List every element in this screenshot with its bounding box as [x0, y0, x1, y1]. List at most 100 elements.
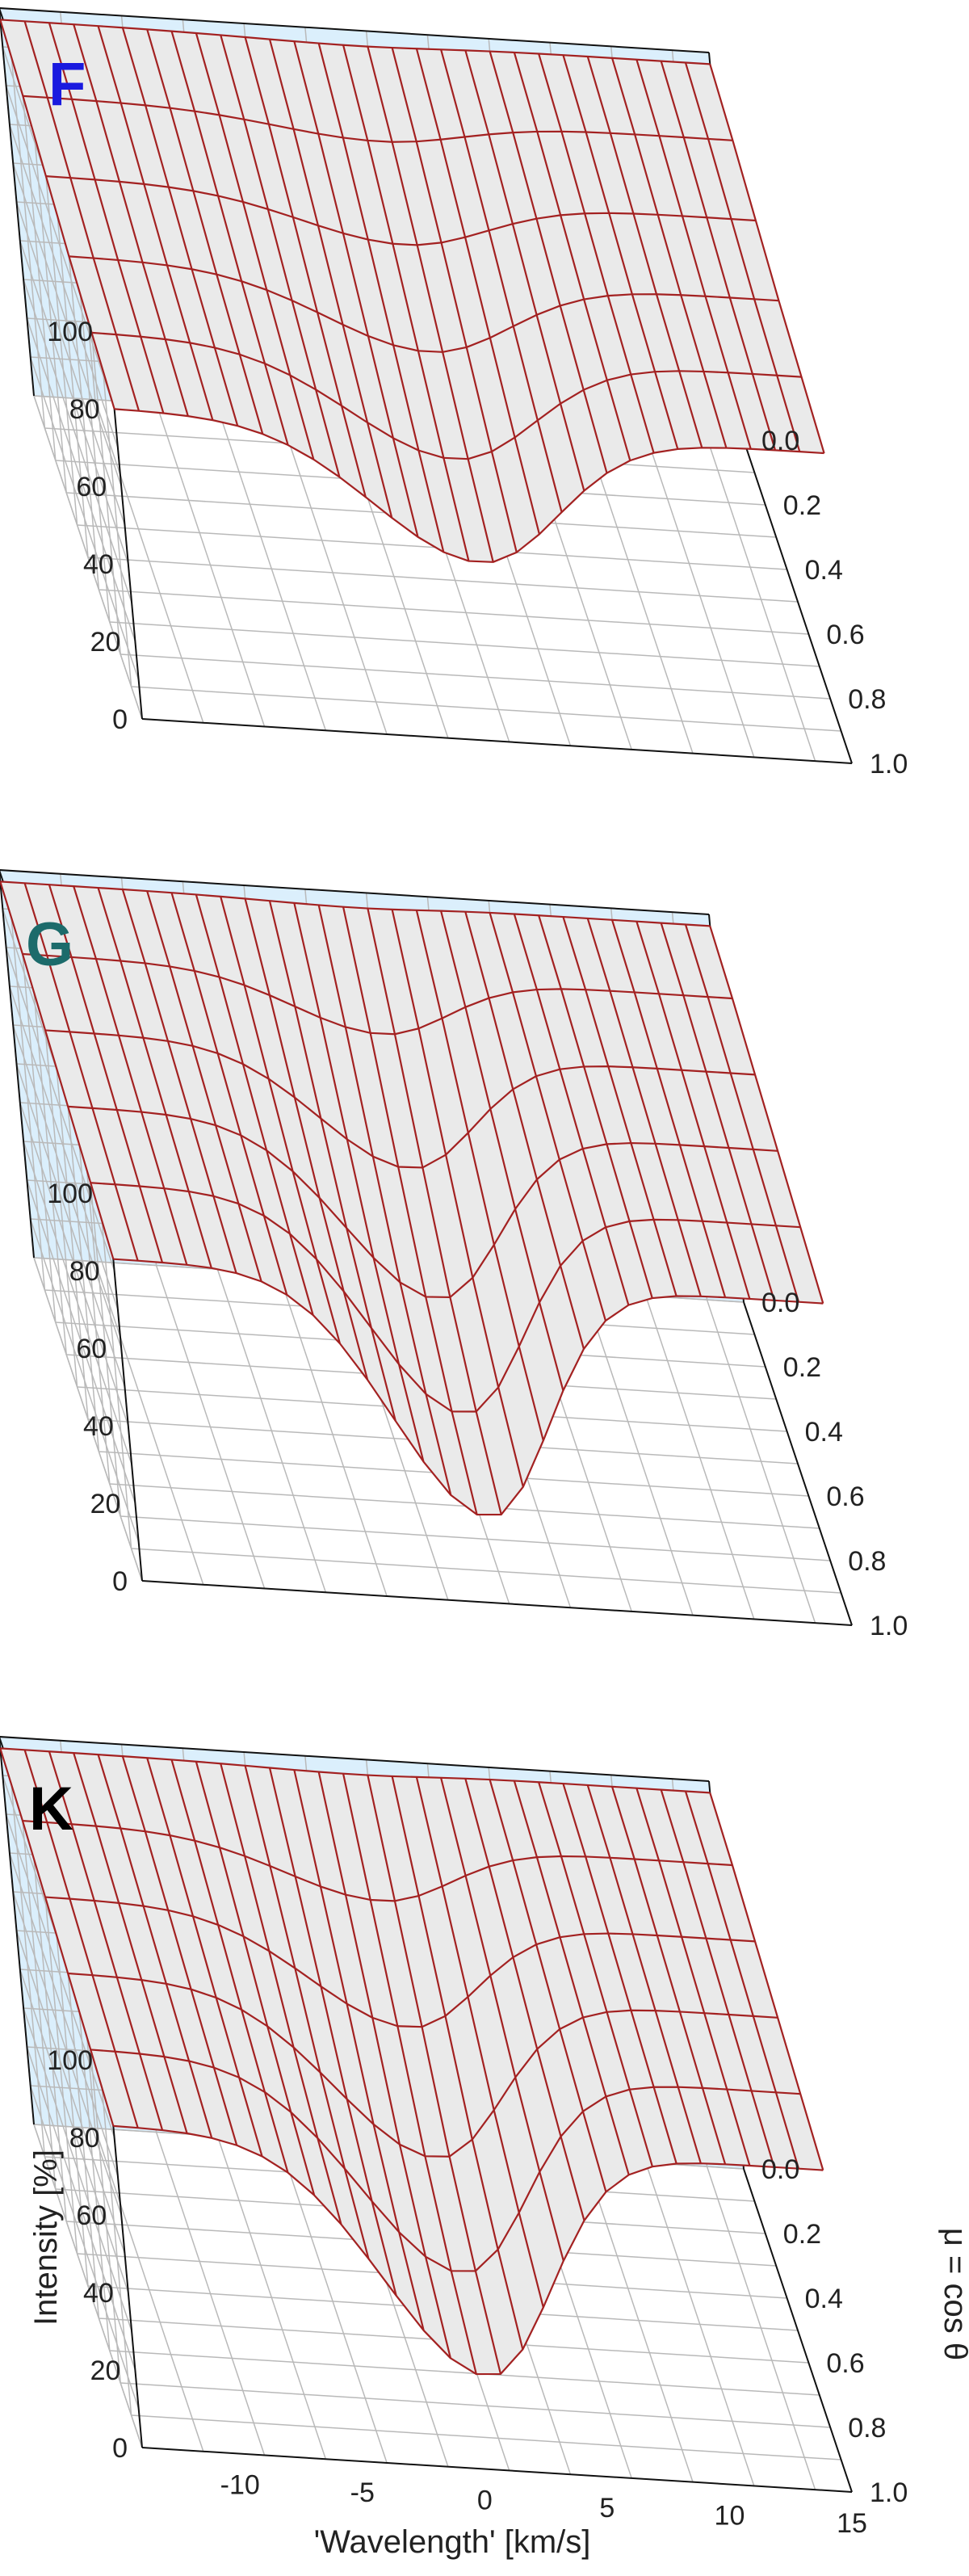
surface-wavelength-line	[170, 1759, 289, 2173]
surface-facet	[730, 1073, 778, 1151]
surface-facet	[216, 274, 265, 363]
mu-tick-label: 0.6	[826, 1481, 864, 1512]
surface-facet	[22, 1821, 70, 1899]
wavelength-tick-label: 15	[837, 2508, 867, 2539]
surface-mu-line	[0, 1747, 711, 1794]
surface-facet	[655, 371, 703, 449]
surface-facet	[535, 1069, 583, 1160]
floor-grid-line	[131, 2414, 841, 2460]
surface-facet	[192, 1045, 241, 1136]
surface-facet	[367, 46, 417, 142]
surface-facet	[753, 1149, 801, 1228]
surface-wavelength-line	[415, 1776, 544, 2308]
surface-facet	[681, 295, 728, 373]
surface-facet	[48, 885, 96, 960]
surface-facet	[632, 1934, 680, 2012]
surface-wavelength-line	[660, 1789, 775, 2168]
surface-wavelength-line	[513, 914, 630, 1305]
surface-facet	[367, 422, 418, 537]
surface-wavelength-line	[610, 919, 727, 1298]
surface-wavelength-line	[121, 889, 237, 1274]
surface-wavelength-line	[562, 916, 677, 1296]
surface-facet	[489, 326, 538, 438]
surface-facet	[370, 1899, 422, 2028]
surface-facet	[195, 111, 243, 202]
surface-facet	[217, 1053, 267, 1151]
surface-facet	[290, 1233, 340, 1344]
side-wall-grid-line	[12, 1024, 122, 1349]
surface-facet	[241, 1135, 291, 1234]
mu-tick-label: 0.2	[783, 490, 821, 521]
surface-facet	[69, 256, 116, 335]
surface-facet	[317, 225, 368, 336]
surface-wavelength-line	[0, 881, 115, 1259]
surface-facet	[268, 1078, 320, 1198]
surface-facet	[632, 1067, 680, 1145]
surface-facet	[655, 2011, 703, 2088]
surface-facet	[115, 1184, 162, 1263]
surface-facet	[242, 201, 292, 301]
surface-facet	[394, 1028, 447, 1168]
surface-facet	[657, 214, 706, 296]
surface-mu-line	[69, 255, 779, 353]
surface-facet	[71, 1824, 120, 1903]
surface-facet	[195, 32, 245, 120]
side-wall-grid-line	[12, 162, 122, 487]
surface-facet	[168, 1910, 216, 1998]
surface-facet	[610, 990, 657, 1069]
axis-frame-edge	[0, 1736, 710, 1782]
floor-grid-line	[131, 686, 841, 732]
surface-facet	[513, 1076, 560, 1180]
surface-wavelength-line	[317, 43, 445, 553]
surface-facet	[342, 406, 392, 519]
surface-facet	[295, 1968, 347, 2099]
surface-facet	[653, 1219, 701, 1296]
surface-facet	[295, 1876, 347, 2004]
surface-facet	[777, 375, 824, 454]
surface-wavelength-line	[660, 922, 775, 1301]
surface-facet	[560, 1855, 609, 1935]
surface-facet	[587, 1784, 635, 1860]
surface-facet	[213, 2067, 262, 2157]
surface-facet	[587, 918, 635, 993]
surface-facet	[728, 2015, 776, 2093]
surface-wavelength-line	[244, 1765, 370, 2259]
surface-facet	[441, 49, 489, 137]
mu-tick-label: 0.6	[826, 620, 864, 650]
surface-facet	[631, 2010, 678, 2087]
surface-facet	[476, 1387, 523, 1515]
surface-wavelength-line	[97, 25, 214, 421]
surface-facet	[392, 909, 443, 1029]
surface-facet	[702, 1221, 750, 1299]
surface-wavelength-line	[538, 914, 653, 1299]
surface-wavelength-line	[709, 1792, 824, 2170]
surface-facet	[90, 2049, 138, 2128]
surface-facet	[731, 219, 779, 301]
side-wall-grid-line	[12, 1891, 122, 2216]
surface-facet	[705, 296, 753, 374]
surface-facet	[518, 2171, 564, 2308]
surface-facet	[0, 1748, 48, 1823]
surface-facet	[612, 57, 660, 137]
surface-facet	[371, 2201, 424, 2331]
surface-facet	[536, 1855, 585, 1938]
surface-facet	[685, 62, 733, 141]
surface-facet	[294, 902, 346, 1027]
surface-wavelength-line	[268, 1767, 397, 2297]
surface-mu-line	[23, 95, 733, 143]
surface-facet	[563, 917, 610, 991]
surface-facet	[392, 141, 442, 246]
surface-facet	[514, 1780, 561, 1858]
surface-facet	[417, 351, 468, 460]
surface-facet	[539, 1782, 586, 1857]
side-wall-grid-line	[9, 124, 119, 448]
surface-facet	[728, 1148, 776, 1226]
surface-facet	[631, 372, 678, 453]
surface-wavelength-line	[367, 46, 494, 563]
surface-facet	[634, 992, 682, 1070]
surface-facet	[346, 1228, 400, 1364]
surface-facet	[398, 1166, 451, 1297]
surface-facet	[342, 233, 394, 346]
surface-facet	[493, 1208, 540, 1347]
surface-facet	[775, 1225, 824, 1304]
